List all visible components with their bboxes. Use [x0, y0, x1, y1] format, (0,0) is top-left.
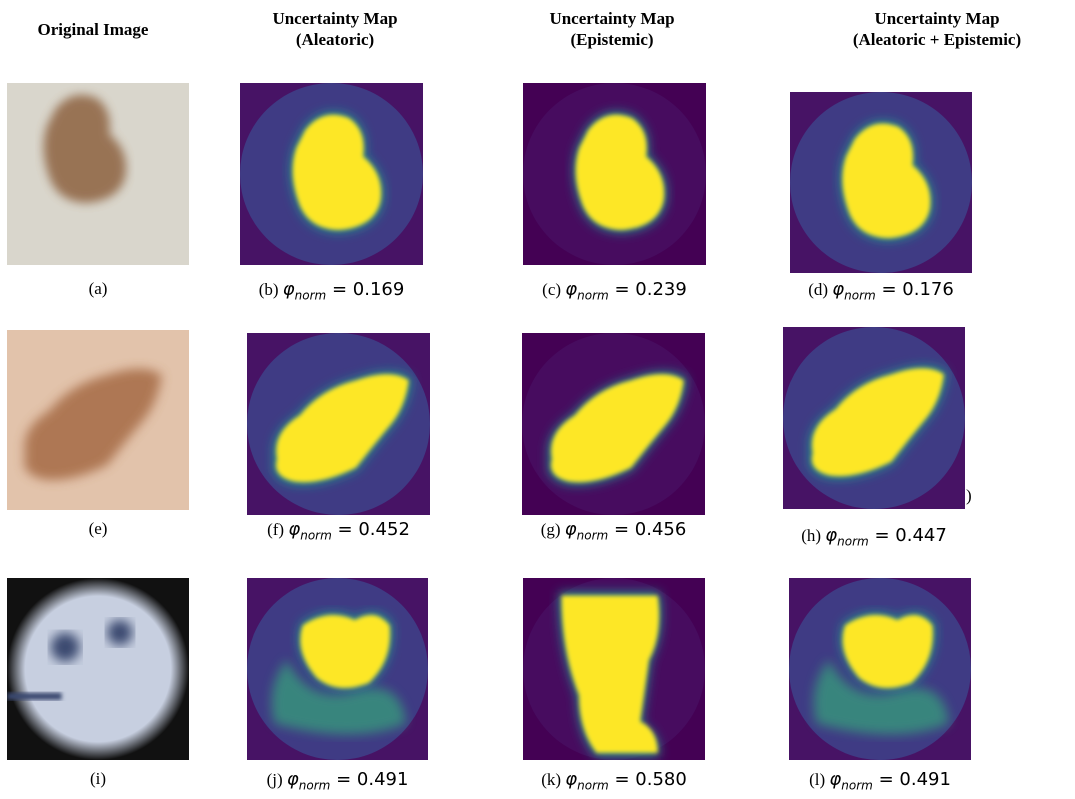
uncertainty-map	[522, 333, 705, 515]
uncertainty-map	[247, 333, 430, 515]
relation: =	[881, 279, 896, 300]
caption: (f) φnorm = 0.452	[267, 519, 410, 543]
symbol: φ	[825, 525, 837, 546]
header-line: Uncertainty Map	[195, 8, 475, 29]
caption-label: (h)	[801, 526, 821, 545]
caption-math: φnorm = 0.239	[565, 279, 687, 300]
subscript: norm	[577, 779, 609, 793]
caption-label: (c)	[542, 280, 561, 299]
subscript: norm	[844, 289, 876, 303]
original-image	[7, 578, 189, 760]
caption: (j) φnorm = 0.491	[267, 769, 409, 793]
symbol: φ	[829, 769, 841, 790]
stray-text: )	[966, 486, 972, 506]
subscript: norm	[841, 779, 873, 793]
caption-label: (e)	[89, 519, 108, 538]
relation: =	[336, 769, 351, 790]
relation: =	[614, 769, 629, 790]
symbol: φ	[565, 279, 577, 300]
subscript: norm	[837, 535, 869, 549]
relation: =	[879, 769, 894, 790]
caption-math: φnorm = 0.456	[565, 519, 687, 540]
relation: =	[614, 279, 629, 300]
figure: ) (() => { const data = JSON.parse(docum…	[0, 0, 1075, 799]
caption-math: φnorm = 0.491	[829, 769, 951, 790]
value: 0.169	[353, 279, 405, 300]
value: 0.447	[895, 525, 947, 546]
header-line: Uncertainty Map	[472, 8, 752, 29]
caption: (i)	[90, 769, 106, 789]
symbol: φ	[287, 769, 299, 790]
subscript: norm	[299, 779, 331, 793]
subscript: norm	[577, 289, 609, 303]
caption: (g) φnorm = 0.456	[541, 519, 687, 543]
caption: (c) φnorm = 0.239	[542, 279, 687, 303]
caption-math: φnorm = 0.169	[283, 279, 405, 300]
header-line: (Aleatoric + Epistemic)	[797, 29, 1075, 50]
uncertainty-map	[790, 92, 972, 273]
original-image	[7, 330, 189, 510]
caption: (b) φnorm = 0.169	[259, 279, 405, 303]
uncertainty-map	[523, 578, 705, 760]
symbol: φ	[565, 769, 577, 790]
subscript: norm	[577, 529, 609, 543]
subscript: norm	[295, 289, 327, 303]
caption: (l) φnorm = 0.491	[809, 769, 951, 793]
symbol: φ	[565, 519, 577, 540]
caption: (e)	[89, 519, 108, 539]
value: 0.452	[358, 519, 410, 540]
uncertainty-map	[240, 83, 423, 265]
column-header: Uncertainty Map(Aleatoric)	[195, 8, 475, 50]
caption: (h) φnorm = 0.447	[801, 525, 947, 549]
relation: =	[614, 519, 629, 540]
header-line: (Aleatoric)	[195, 29, 475, 50]
symbol: φ	[288, 519, 300, 540]
value: 0.456	[635, 519, 687, 540]
uncertainty-map	[783, 327, 965, 509]
relation: =	[338, 519, 353, 540]
caption-math: φnorm = 0.176	[832, 279, 954, 300]
uncertainty-map	[523, 83, 706, 265]
value: 0.491	[899, 769, 951, 790]
column-header: Uncertainty Map(Aleatoric + Epistemic)	[797, 8, 1075, 50]
header-line: Uncertainty Map	[797, 8, 1075, 29]
caption-label: (l)	[809, 770, 825, 789]
value: 0.580	[635, 769, 687, 790]
subscript: norm	[300, 529, 332, 543]
caption: (a)	[89, 279, 108, 299]
symbol: φ	[283, 279, 295, 300]
caption-label: (i)	[90, 769, 106, 788]
caption-label: (k)	[541, 770, 561, 789]
relation: =	[874, 525, 889, 546]
caption-label: (d)	[808, 280, 828, 299]
caption-label: (b)	[259, 280, 279, 299]
symbol: φ	[832, 279, 844, 300]
caption-math: φnorm = 0.452	[288, 519, 410, 540]
value: 0.176	[902, 279, 954, 300]
relation: =	[332, 279, 347, 300]
column-header: Uncertainty Map(Epistemic)	[472, 8, 752, 50]
header-line: (Epistemic)	[472, 29, 752, 50]
value: 0.491	[357, 769, 409, 790]
caption-math: φnorm = 0.447	[825, 525, 947, 546]
original-image	[7, 83, 189, 265]
caption: (k) φnorm = 0.580	[541, 769, 687, 793]
caption-math: φnorm = 0.491	[287, 769, 409, 790]
uncertainty-map	[247, 578, 428, 760]
caption-label: (j)	[267, 770, 283, 789]
uncertainty-map	[789, 578, 971, 760]
caption-label: (a)	[89, 279, 108, 298]
value: 0.239	[635, 279, 687, 300]
caption-math: φnorm = 0.580	[565, 769, 687, 790]
caption-label: (g)	[541, 520, 561, 539]
caption-label: (f)	[267, 520, 284, 539]
caption: (d) φnorm = 0.176	[808, 279, 954, 303]
